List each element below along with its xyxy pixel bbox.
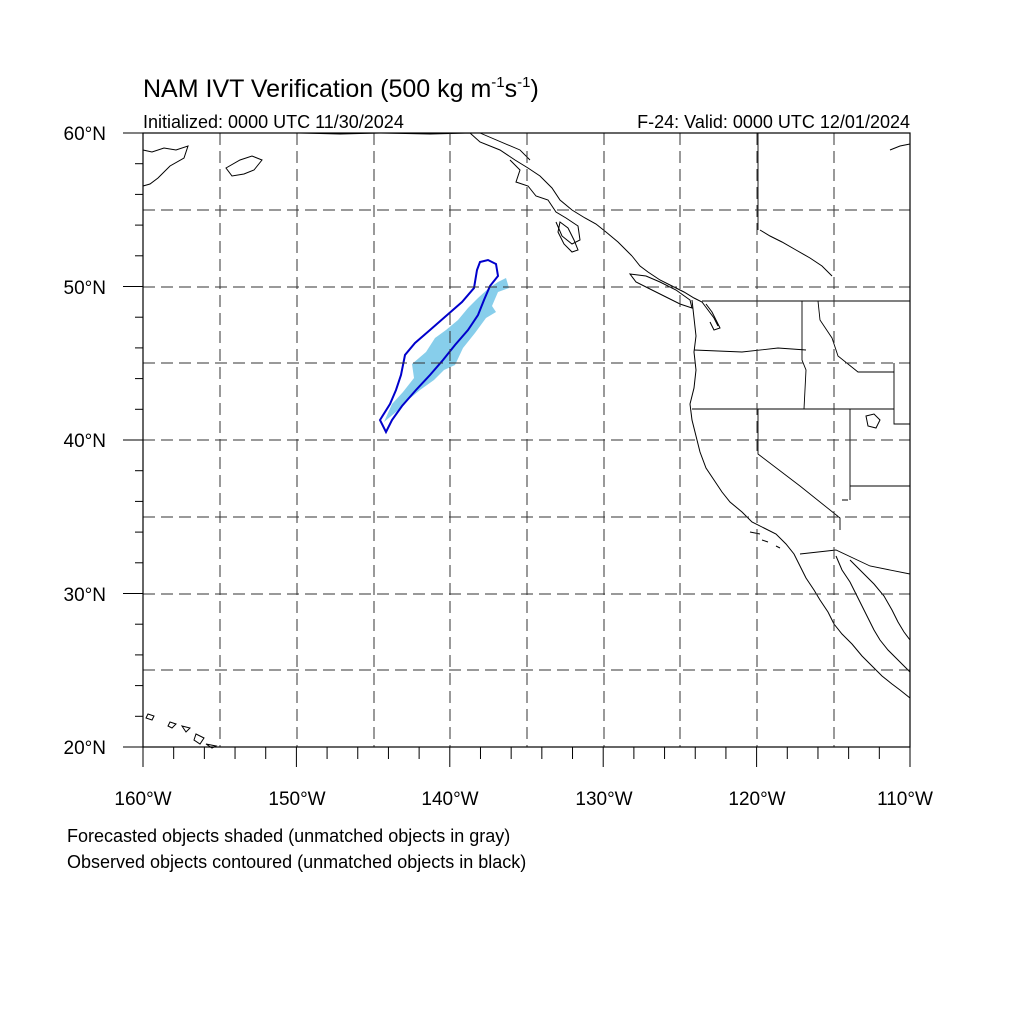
forecast-object [384, 278, 509, 422]
initialized-label: Initialized: 0000 UTC 11/30/2024 [143, 112, 404, 132]
lat-label-60: 60°N [64, 124, 106, 145]
lat-label-20: 20°N [64, 738, 106, 759]
axis-ticks [123, 132, 911, 767]
hawaii-islands [145, 713, 218, 749]
map-title: NAM IVT Verification (500 kg m-1s-1) [143, 74, 539, 103]
washington-oregon-border [693, 347, 807, 353]
lon-label-150w: 150°W [268, 789, 325, 810]
alaska-peninsula-coast [142, 145, 189, 187]
us-mexico-border [799, 549, 911, 575]
valid-label: F-24: Valid: 0000 UTC 12/01/2024 [637, 112, 910, 132]
great-salt-lake [865, 413, 881, 429]
puget-sound [705, 303, 721, 331]
lat-label-30: 30°N [64, 585, 106, 606]
alaska-gulf-coast [299, 132, 633, 257]
baja-coast [833, 623, 911, 699]
utah-wyoming-border [893, 363, 910, 425]
latitude-labels: 20°N 30°N 40°N 50°N 60°N [64, 124, 106, 759]
longitude-labels: 160°W 150°W 140°W 130°W 120°W 110°W [114, 789, 933, 810]
coastlines [142, 132, 911, 749]
lon-label-140w: 140°W [421, 789, 478, 810]
lon-label-130w: 130°W [575, 789, 632, 810]
arizona-border [842, 485, 910, 501]
vancouver-island [628, 273, 693, 309]
idaho-montana-border [817, 300, 894, 373]
oregon-idaho-border [801, 301, 807, 410]
graticule [143, 133, 910, 747]
observed-object-contour [378, 258, 500, 435]
lat-label-50: 50°N [64, 278, 106, 299]
note-forecast: Forecasted objects shaded (unmatched obj… [67, 826, 510, 846]
haida-gwaii [557, 221, 579, 253]
lon-label-110w: 110°W [877, 789, 933, 810]
us-west-coast [689, 299, 835, 625]
lat-label-40: 40°N [64, 431, 106, 452]
channel-islands [749, 531, 781, 549]
gulf-of-california-coast [835, 555, 911, 673]
alaska-canada-border [479, 132, 531, 161]
california-nevada-border [757, 409, 841, 530]
map-area [142, 132, 911, 749]
mainland-mexico-coast [849, 559, 911, 641]
kodiak-coast [225, 155, 263, 177]
political-borders [479, 132, 911, 575]
alexander-archipelago [509, 159, 581, 245]
lon-label-120w: 120°W [728, 789, 785, 810]
canada-lakes [759, 143, 911, 277]
bc-coast [631, 255, 719, 327]
note-observed: Observed objects contoured (unmatched ob… [67, 852, 526, 872]
lon-label-160w: 160°W [114, 789, 171, 810]
